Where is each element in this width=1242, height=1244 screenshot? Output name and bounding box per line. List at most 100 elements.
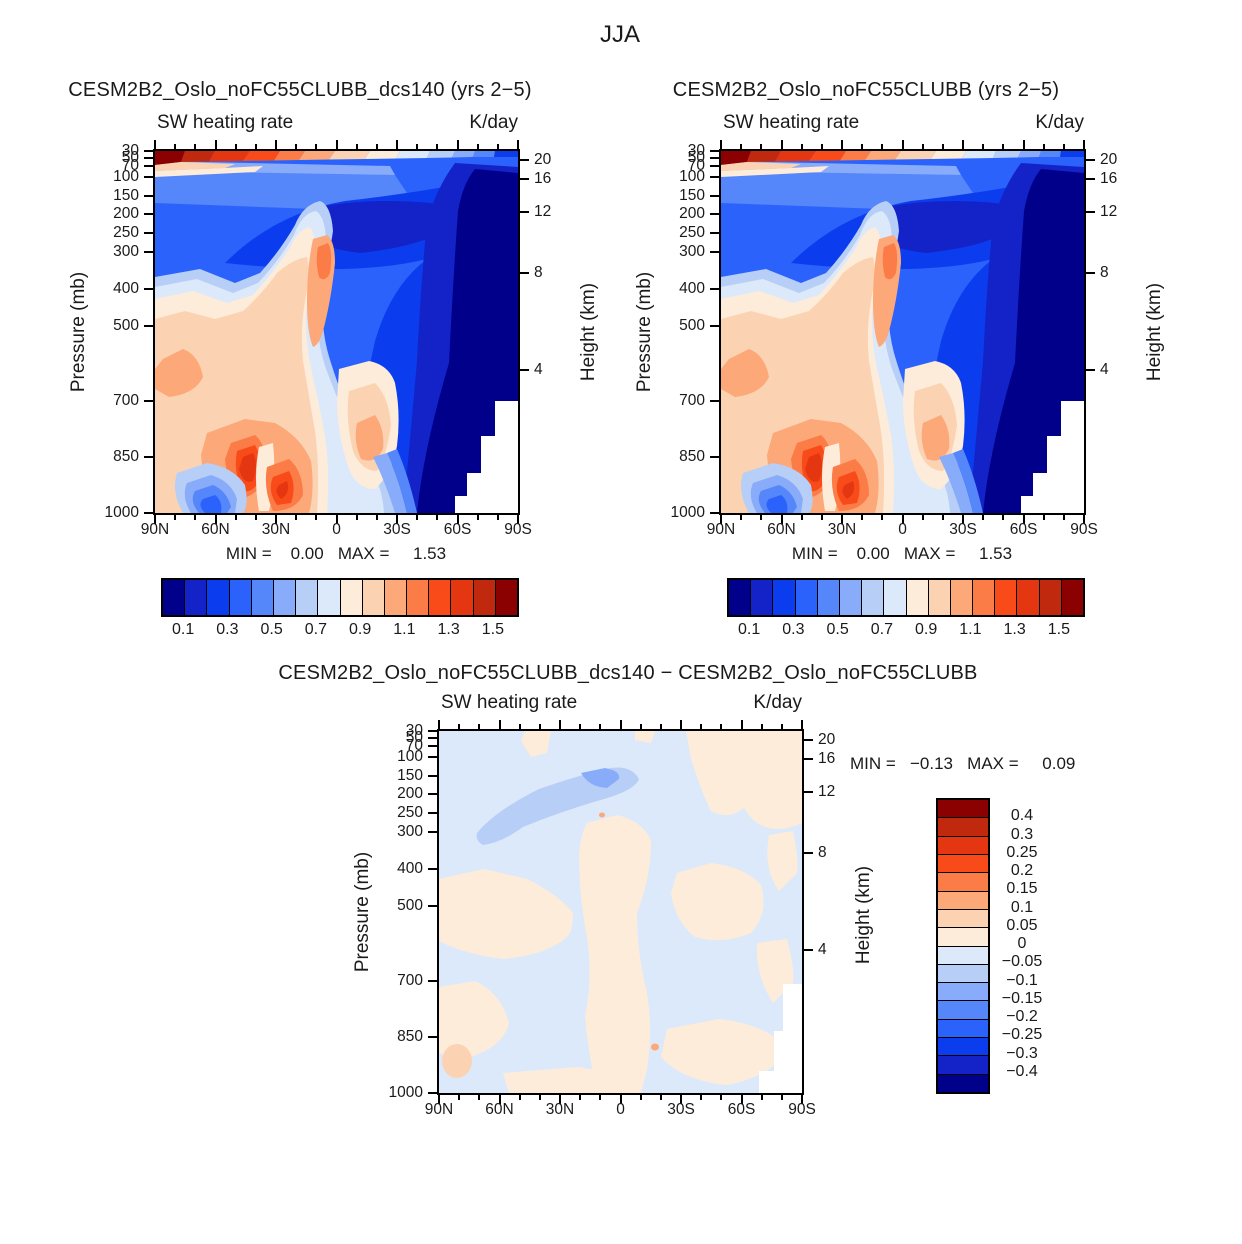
axis-tick <box>438 1095 440 1104</box>
latitude-tick-label: 60N <box>767 521 796 538</box>
colorbar-cell <box>938 1000 988 1019</box>
latitude-tick-label: 30S <box>383 521 411 538</box>
axis-tick <box>476 144 479 149</box>
colorbar-label: −0.15 <box>1001 989 1043 1007</box>
latitude-tick-label: 90N <box>140 521 170 538</box>
axis-tick <box>478 1095 481 1100</box>
pressure-tick-label: 30 <box>687 142 705 159</box>
axis-tick <box>1022 515 1025 524</box>
axis-tick <box>375 515 378 520</box>
height-tick-label: 8 <box>1100 263 1109 281</box>
colorbar-cell <box>750 580 773 615</box>
height-tick-label: 4 <box>1100 360 1109 378</box>
axis-tick <box>941 515 944 520</box>
colorbar-cell <box>938 1037 988 1056</box>
axis-tick <box>1002 515 1005 520</box>
contour-field <box>721 151 1084 513</box>
units-label-left: K/day <box>469 112 518 133</box>
axis-tick <box>740 515 743 520</box>
axis-tick <box>428 812 437 815</box>
contour-field <box>439 731 802 1093</box>
axis-tick <box>144 157 153 160</box>
axis-tick <box>234 515 237 520</box>
axis-tick <box>517 140 519 149</box>
colorbar-label: 1.5 <box>1047 621 1070 638</box>
colorbar-cell <box>938 1073 988 1092</box>
axis-tick <box>428 868 437 871</box>
colorbar-cell <box>938 817 988 836</box>
colorbar-label: −0.05 <box>1001 953 1043 971</box>
axis-tick <box>438 720 440 729</box>
colorbar-label: 0.3 <box>216 621 239 638</box>
axis-tick <box>861 515 864 520</box>
page-title: JJA <box>599 21 641 48</box>
axis-tick <box>144 325 153 328</box>
axis-tick <box>315 144 318 149</box>
axis-tick <box>154 140 156 149</box>
axis-tick <box>144 213 153 216</box>
colorbar-cell <box>938 1018 988 1038</box>
pressure-tick-label: 200 <box>397 785 423 803</box>
height-tick-label: 4 <box>818 940 827 958</box>
axis-tick <box>335 140 338 149</box>
axis-tick <box>780 515 783 524</box>
pressure-tick-label: 50 <box>687 149 705 167</box>
pressure-tick-label: 1000 <box>670 504 705 521</box>
axis-tick <box>144 150 153 152</box>
colorbar-label: 0.15 <box>1006 880 1038 898</box>
axis-tick <box>1002 144 1005 149</box>
axis-tick <box>476 515 479 520</box>
colorbar-cell <box>861 580 884 615</box>
colorbar-cell <box>938 835 988 854</box>
axis-tick <box>710 288 719 291</box>
pressure-tick-label: 400 <box>679 280 705 298</box>
axis-tick <box>801 720 803 729</box>
pressure-tick-label: 300 <box>679 242 705 260</box>
colorbar-cell <box>228 580 251 615</box>
latitude-tick-label: 30N <box>827 521 857 538</box>
contour-field <box>155 151 518 513</box>
colorbar-cell <box>772 580 795 615</box>
axis-tick <box>921 144 924 149</box>
colorbar-cell <box>905 580 928 615</box>
axis-tick <box>720 1095 723 1100</box>
height-tick-label: 4 <box>534 360 543 378</box>
axis-tick <box>1086 368 1095 371</box>
axis-tick <box>710 512 719 514</box>
colorbar-cell <box>250 580 273 615</box>
latitude-tick-label: 90S <box>788 1101 816 1118</box>
axis-tick <box>335 515 338 524</box>
colorbar-cell <box>938 927 988 946</box>
units-label-bottom: K/day <box>753 692 802 713</box>
axis-tick <box>428 793 437 796</box>
axis-tick <box>760 144 763 149</box>
colorbar-cell <box>406 580 429 615</box>
axis-tick <box>498 720 501 729</box>
axis-tick <box>144 176 153 179</box>
colorbar-label: 0.5 <box>260 621 283 638</box>
axis-tick <box>1083 515 1085 524</box>
pressure-tick-label: 50 <box>121 149 139 167</box>
axis-tick <box>396 140 398 149</box>
pressure-tick-label: 850 <box>397 1028 423 1046</box>
axis-tick <box>416 144 419 149</box>
axis-tick <box>680 720 682 729</box>
axis-tick <box>901 140 904 149</box>
axis-tick <box>275 515 277 524</box>
axis-tick <box>194 515 197 520</box>
colorbar-label: 0.2 <box>1010 862 1034 879</box>
minmax-right: MIN = 0.00 MAX = 1.53 <box>791 544 1013 563</box>
axis-tick <box>881 144 884 149</box>
colorbar-label: −0.25 <box>1001 1026 1043 1044</box>
axis-tick <box>659 724 662 729</box>
axis-tick <box>820 144 823 149</box>
axis-tick <box>275 140 277 149</box>
axis-tick <box>619 720 622 729</box>
colorbar-label: 1.3 <box>437 621 460 638</box>
axis-tick <box>710 176 719 179</box>
colorbar-cell <box>994 580 1017 615</box>
axis-tick <box>710 456 719 459</box>
axis-tick <box>517 515 519 524</box>
axis-tick <box>144 164 153 167</box>
